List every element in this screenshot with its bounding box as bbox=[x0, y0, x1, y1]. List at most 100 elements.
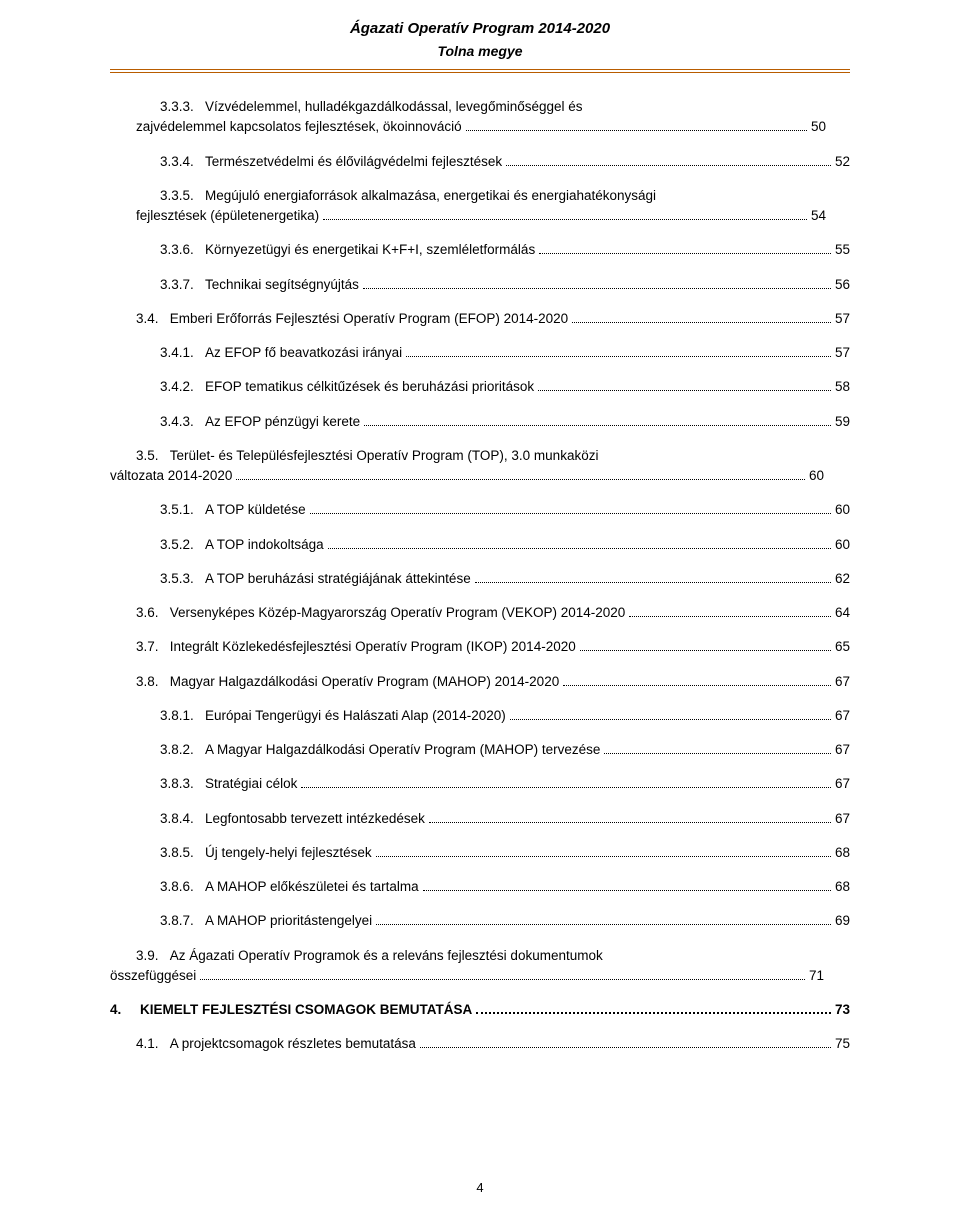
toc-text: Megújuló energiaforrások alkalmazása, en… bbox=[205, 186, 656, 206]
page-number: 4 bbox=[0, 1180, 960, 1195]
header-rule-inner bbox=[110, 72, 850, 73]
toc-entry: 3.8.5. Új tengely-helyi fejlesztések 68 bbox=[110, 843, 850, 863]
toc-dots bbox=[328, 548, 831, 549]
toc-page: 58 bbox=[835, 377, 850, 397]
toc-num: 3.5.1. bbox=[160, 500, 205, 520]
toc-num: 3.3.7. bbox=[160, 275, 205, 295]
toc-text: EFOP tematikus célkitűzések és beruházás… bbox=[205, 377, 534, 397]
toc-dots bbox=[604, 753, 831, 754]
toc-num: 3.5. bbox=[136, 446, 170, 466]
toc-text: A TOP indokoltsága bbox=[205, 535, 324, 555]
toc-entry: 3.8.6. A MAHOP előkészületei és tartalma… bbox=[110, 877, 850, 897]
table-of-contents: 3.3.3. Vízvédelemmel, hulladékgazdálkodá… bbox=[110, 97, 850, 1055]
toc-entry: 3.3.4. Természetvédelmi és élővilágvédel… bbox=[110, 152, 850, 172]
toc-num: 3.3.3. bbox=[160, 97, 205, 117]
toc-text: fejlesztések (épületenergetika) bbox=[136, 206, 319, 226]
toc-entry: 3.6. Versenyképes Közép-Magyarország Ope… bbox=[110, 603, 850, 623]
toc-num: 3.3.6. bbox=[160, 240, 205, 260]
toc-num: 3.8.6. bbox=[160, 877, 205, 897]
toc-num: 3.8.5. bbox=[160, 843, 205, 863]
toc-text: Az EFOP fő beavatkozási irányai bbox=[205, 343, 402, 363]
toc-num: 3.3.4. bbox=[160, 152, 205, 172]
toc-dots bbox=[466, 130, 807, 131]
toc-text: Emberi Erőforrás Fejlesztési Operatív Pr… bbox=[170, 309, 568, 329]
toc-dots bbox=[572, 322, 831, 323]
toc-num: 3.8.2. bbox=[160, 740, 205, 760]
header-rule-outer bbox=[110, 69, 850, 70]
toc-entry: 4. KIEMELT FEJLESZTÉSI CSOMAGOK BEMUTATÁ… bbox=[110, 1000, 850, 1020]
toc-dots bbox=[476, 1012, 831, 1014]
doc-subtitle: Tolna megye bbox=[110, 43, 850, 59]
toc-text: Az EFOP pénzügyi kerete bbox=[205, 412, 360, 432]
toc-text: A TOP beruházási stratégiájának áttekint… bbox=[205, 569, 471, 589]
toc-dots bbox=[420, 1047, 831, 1048]
toc-dots bbox=[429, 822, 831, 823]
toc-entry: 3.3.6. Környezetügyi és energetikai K+F+… bbox=[110, 240, 850, 260]
toc-page: 68 bbox=[835, 843, 850, 863]
toc-entry: 3.7. Integrált Közlekedésfejlesztési Ope… bbox=[110, 637, 850, 657]
toc-page: 60 bbox=[809, 466, 824, 486]
toc-entry: 3.4.3. Az EFOP pénzügyi kerete59 bbox=[110, 412, 850, 432]
toc-text: Európai Tengerügyi és Halászati Alap (20… bbox=[205, 706, 506, 726]
toc-page: 71 bbox=[809, 966, 824, 986]
toc-entry: 3.8.1. Európai Tengerügyi és Halászati A… bbox=[110, 706, 850, 726]
toc-text: összefüggései bbox=[110, 966, 196, 986]
toc-text: A projektcsomagok részletes bemutatása bbox=[170, 1034, 416, 1054]
toc-page: 75 bbox=[835, 1034, 850, 1054]
toc-page: 54 bbox=[811, 206, 826, 226]
toc-text: Magyar Halgazdálkodási Operatív Program … bbox=[170, 672, 559, 692]
toc-entry: 3.8.3. Stratégiai célok 67 bbox=[110, 774, 850, 794]
toc-page: 55 bbox=[835, 240, 850, 260]
toc-num: 3.5.3. bbox=[160, 569, 205, 589]
toc-page: 57 bbox=[835, 343, 850, 363]
toc-num: 3.4.2. bbox=[160, 377, 205, 397]
toc-dots bbox=[539, 253, 831, 254]
toc-entry: 3.8.2. A Magyar Halgazdálkodási Operatív… bbox=[110, 740, 850, 760]
toc-num: 3.4.1. bbox=[160, 343, 205, 363]
toc-num: 3.4. bbox=[136, 309, 170, 329]
toc-page: 60 bbox=[835, 500, 850, 520]
toc-text: A MAHOP előkészületei és tartalma bbox=[205, 877, 419, 897]
toc-page: 67 bbox=[835, 740, 850, 760]
toc-page: 64 bbox=[835, 603, 850, 623]
toc-num: 3.4.3. bbox=[160, 412, 205, 432]
toc-page: 67 bbox=[835, 672, 850, 692]
toc-text: Természetvédelmi és élővilágvédelmi fejl… bbox=[205, 152, 502, 172]
toc-entry: 3.3.5. Megújuló energiaforrások alkalmaz… bbox=[110, 186, 850, 227]
toc-dots bbox=[563, 685, 831, 686]
toc-page: 67 bbox=[835, 774, 850, 794]
toc-text: Stratégiai célok bbox=[205, 774, 297, 794]
toc-num: 3.8.4. bbox=[160, 809, 205, 829]
toc-dots bbox=[200, 979, 805, 980]
doc-title: Ágazati Operatív Program 2014-2020 bbox=[110, 20, 850, 37]
toc-num: 4. bbox=[110, 1000, 140, 1020]
toc-num: 3.9. bbox=[136, 946, 170, 966]
toc-dots bbox=[376, 924, 831, 925]
toc-dots bbox=[236, 479, 805, 480]
toc-page: 52 bbox=[835, 152, 850, 172]
toc-page: 57 bbox=[835, 309, 850, 329]
toc-num: 3.5.2. bbox=[160, 535, 205, 555]
toc-text: A Magyar Halgazdálkodási Operatív Progra… bbox=[205, 740, 600, 760]
toc-text: zajvédelemmel kapcsolatos fejlesztések, … bbox=[136, 117, 462, 137]
toc-text: változata 2014-2020 bbox=[110, 466, 232, 486]
toc-page: 56 bbox=[835, 275, 850, 295]
toc-text: Új tengely-helyi fejlesztések bbox=[205, 843, 372, 863]
toc-dots bbox=[376, 856, 831, 857]
toc-num: 3.8.3. bbox=[160, 774, 205, 794]
toc-text: Legfontosabb tervezett intézkedések bbox=[205, 809, 425, 829]
toc-text: Az Ágazati Operatív Programok és a relev… bbox=[170, 946, 603, 966]
toc-entry: 3.8.7. A MAHOP prioritástengelyei69 bbox=[110, 911, 850, 931]
toc-page: 62 bbox=[835, 569, 850, 589]
toc-text: A TOP küldetése bbox=[205, 500, 306, 520]
toc-entry: 3.5. Terület- és Településfejlesztési Op… bbox=[110, 446, 850, 487]
toc-text: A MAHOP prioritástengelyei bbox=[205, 911, 372, 931]
toc-entry: 3.3.7. Technikai segítségnyújtás56 bbox=[110, 275, 850, 295]
toc-dots bbox=[301, 787, 831, 788]
toc-text: Versenyképes Közép-Magyarország Operatív… bbox=[170, 603, 625, 623]
toc-entry: 3.5.3. A TOP beruházási stratégiájának á… bbox=[110, 569, 850, 589]
toc-num: 3.8.7. bbox=[160, 911, 205, 931]
toc-entry: 3.8. Magyar Halgazdálkodási Operatív Pro… bbox=[110, 672, 850, 692]
toc-page: 73 bbox=[835, 1000, 850, 1020]
toc-entry: 3.4.1. Az EFOP fő beavatkozási irányai 57 bbox=[110, 343, 850, 363]
